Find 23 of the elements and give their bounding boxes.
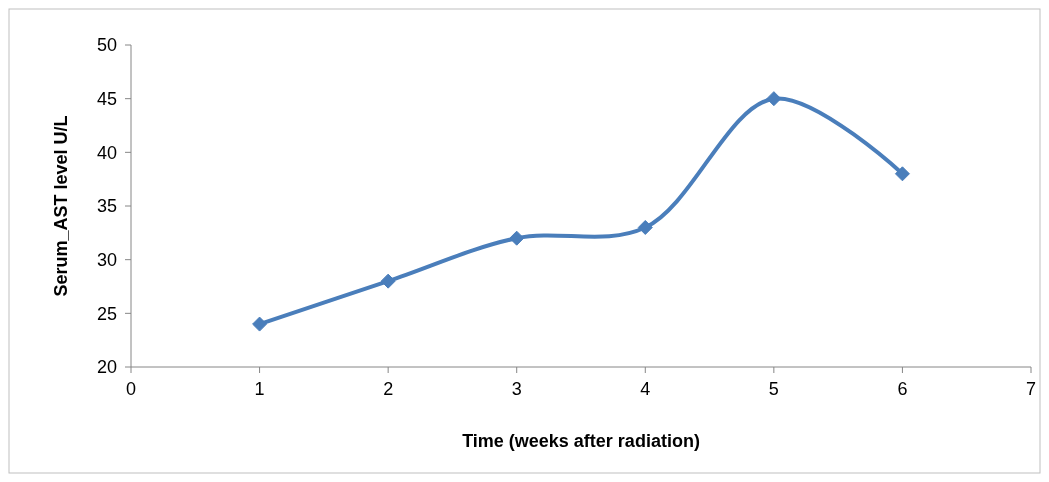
point [380, 273, 396, 289]
y-tick-label: 35 [96, 196, 117, 217]
y-tick-label: 50 [96, 35, 117, 56]
y-tick-label: 45 [96, 88, 117, 109]
y-tick-label: 30 [96, 249, 117, 270]
x-tick-label: 4 [640, 379, 651, 399]
x-tick-label: 3 [511, 379, 522, 399]
point [637, 219, 653, 235]
x-tick-label: 1 [254, 379, 265, 399]
y-tick-label: 40 [96, 142, 117, 163]
x-tick-label: 5 [768, 379, 779, 399]
y-tick-label: 20 [96, 357, 117, 378]
x-tick-label: 6 [897, 379, 908, 399]
x-tick-label: 0 [125, 379, 137, 399]
point [252, 316, 268, 332]
x-tick-label: 2 [383, 379, 394, 399]
point [509, 230, 525, 246]
y-axis-title: Serum_AST level U/L [51, 115, 71, 297]
x-axis-title: Time (weeks after radiation) [462, 431, 700, 451]
x-tick-label: 7 [1025, 379, 1037, 399]
point [766, 91, 782, 107]
point [894, 166, 910, 182]
y-tick-label: 25 [96, 303, 117, 324]
